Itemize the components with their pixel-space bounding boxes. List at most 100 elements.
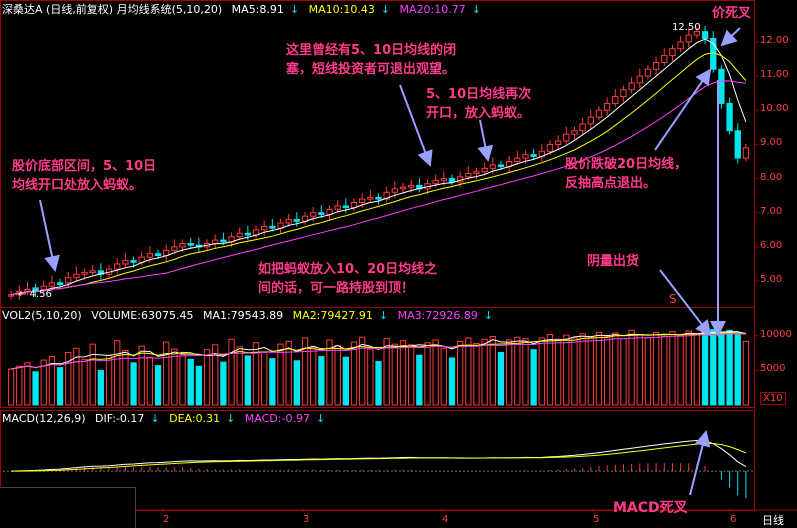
volume-bar-15 [130,362,137,406]
volume-bar-2 [24,362,31,406]
volume-bar-13 [114,340,121,406]
candle-body-25 [212,239,219,244]
volume-bar-57 [473,342,480,406]
volume-bar-27 [228,338,235,406]
volume-bar-37 [310,347,317,406]
annotation-hold-to-top-line1: 如把蚂蚁放入10、20日均线之 [258,262,438,277]
volume-bar-41 [342,356,349,406]
volume-bar-67 [554,338,562,406]
candle-body-54 [448,178,456,183]
volume-legend: VOL2(5,10,20) VOLUME:63075.45 MA1:79543.… [2,309,494,322]
candle-body-58 [481,167,488,173]
volume-bar-36 [301,337,309,406]
candle-body-77 [636,75,643,84]
volume-tick-label-1: 5000 [760,363,786,375]
volume-bar-73 [603,336,611,406]
volume-bar-49 [408,344,415,406]
annotation-bottom-zone: 股价底部区间，5、10日 均线开口处放入蚂蚁。 [12,157,156,195]
candle-body-41 [342,205,349,209]
vma3-legend: MA3:72926.89 [397,309,478,322]
candle-body-43 [359,198,366,203]
volume-bar-10 [89,343,96,406]
volume-bar-3 [32,371,39,406]
candle-body-75 [620,89,627,98]
volume-bar-52 [432,339,439,406]
volume-bar-76 [628,329,635,406]
candle-body-85 [701,31,709,39]
volume-bar-65 [538,337,545,406]
volume-bar-80 [661,336,668,406]
volume-bar-33 [277,343,284,406]
volume-bar-38 [318,356,325,406]
candle-body-47 [391,188,398,193]
candle-body-59 [489,164,496,169]
price-tick-label-1: 11.00 [760,69,789,81]
candle-body-73 [603,102,611,111]
volume-bar-16 [138,345,145,406]
candle-body-4 [40,285,47,291]
volume-bar-31 [261,351,268,406]
candle-body-26 [220,239,227,243]
volume-ma-lines [11,331,747,370]
candle-body-37 [310,212,317,217]
volume-bar-34 [285,340,292,406]
candle-body-2 [24,289,31,292]
candle-body-69 [571,130,578,135]
candle-body-8 [73,273,80,279]
annotation-reopen: 5、10日均线再次 开口，放入蚂蚁。 [426,85,531,123]
annotation-closure-line2: 塞，短线投资者可退出观望。 [286,62,456,77]
annotation-price-death-cross: 价死叉 [712,6,752,21]
volume-bar-42 [350,341,358,406]
volume-bar-83 [685,330,692,406]
arrow-bearish-volume [659,269,712,337]
candle-body-38 [318,212,325,215]
volume-bar-55 [456,340,464,406]
high-price-label: 12.50 [672,22,701,33]
candle-body-32 [269,225,276,229]
candle-body-57 [473,171,480,174]
volume-unit: X10 [760,392,786,405]
period-label[interactable]: 日线 [762,514,784,527]
dea-legend: DEA:0.31 [169,412,221,425]
arrow-closure [399,84,433,167]
candle-body-68 [563,133,570,142]
volume-bar-84 [693,333,701,406]
volume-tick-label-0: 10000 [760,328,792,340]
macd-legend: MACD(12,26,9) DIF:-0.17 ↓ DEA:0.31 ↓ MACD:… [2,412,326,425]
volume-bar-21 [179,354,186,406]
candle-body-45 [375,196,382,200]
volume-bar-0 [7,368,15,406]
volume-bar-86 [710,329,717,406]
candle-body-89 [734,130,741,159]
volume-bar-25 [212,344,219,406]
volume-bar-79 [652,331,660,406]
candle-body-67 [554,140,562,145]
annotation-reopen-line2: 开口，放入蚂蚁。 [426,106,531,121]
volume-bar-5 [48,356,56,406]
volume-bar-90 [742,340,750,406]
volume-bar-40 [334,345,341,406]
vma2-line [11,332,746,370]
arrow-break-ma20 [654,68,712,151]
candle-body-31 [261,225,268,231]
annotation-hold-to-top: 如把蚂蚁放入10、20日均线之 间的话，可一路持股到顶！ [258,260,437,298]
volume-bar-50 [416,354,423,406]
vma2-legend: MA2:79427.91 [292,309,373,322]
volume-bar-58 [481,338,488,406]
volume-panel-frame [0,307,755,408]
volume-bar-68 [563,334,570,406]
annotation-bottom-zone-line2: 均线开口处放入蚂蚁。 [12,178,143,193]
candle-body-52 [432,179,439,185]
volume-bar-26 [220,361,227,406]
volume-bar-30 [252,342,260,406]
macd-value-legend: MACD:-0.97 [244,412,310,425]
volume-bar-28 [236,346,243,406]
candle-body-64 [530,154,537,157]
volume-bar-32 [269,358,276,406]
date-tick-5: 5 [593,514,600,525]
date-tick-3: 3 [303,514,310,525]
candle-body-62 [514,157,521,162]
candlesticks [7,25,750,301]
volume-bar-87 [718,332,725,406]
candle-body-22 [187,243,194,246]
